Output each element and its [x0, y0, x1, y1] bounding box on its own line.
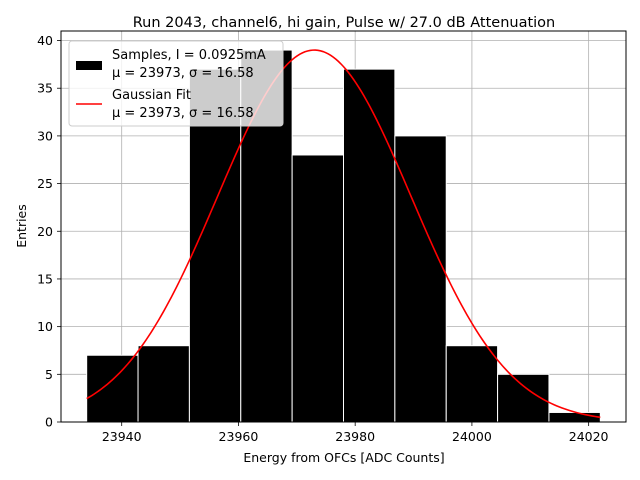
histogram-bar — [548, 411, 601, 423]
y-tick-label: 40 — [37, 33, 53, 48]
chart-title: Run 2043, channel6, hi gain, Pulse w/ 27… — [133, 15, 556, 31]
histogram-bar — [137, 345, 190, 423]
y-tick-label: 5 — [45, 367, 53, 382]
histogram-bar — [291, 154, 344, 423]
legend-samples-label: Samples, I = 0.0925mA — [112, 48, 266, 63]
x-tick-label: 23980 — [335, 429, 375, 444]
y-tick-label: 10 — [37, 319, 53, 334]
legend-box — [68, 40, 284, 127]
x-axis-label: Energy from OFCs [ADC Counts] — [243, 450, 444, 465]
y-tick-label: 20 — [37, 224, 53, 239]
legend-fit-label: Gaussian Fit — [112, 88, 191, 103]
gaussian-fit — [86, 49, 601, 419]
x-tick-label: 24020 — [569, 429, 609, 444]
plot-frame — [60, 30, 627, 423]
histogram-bar — [188, 68, 242, 423]
y-axis-label: Entries — [14, 204, 29, 248]
histogram-bar — [343, 68, 396, 423]
y-tick-label: 0 — [45, 415, 53, 430]
y-tick-label: 35 — [37, 81, 53, 96]
y-tick-label: 30 — [37, 128, 53, 143]
x-tick-label: 23960 — [219, 429, 259, 444]
histogram-bar — [86, 354, 139, 423]
x-axis-ticks: 23940 23960 23980 24000 24020 — [102, 422, 609, 444]
y-axis-ticks: 0 5 10 15 20 25 30 35 40 — [37, 33, 61, 430]
legend: Samples, I = 0.0925mA μ = 23973, σ = 16.… — [68, 40, 284, 127]
legend-fit-stats: μ = 23973, σ = 16.58 — [112, 106, 254, 121]
x-tick-label: 24000 — [452, 429, 492, 444]
legend-samples-stats: μ = 23973, σ = 16.58 — [112, 66, 254, 81]
legend-samples-swatch — [76, 61, 102, 70]
histogram-bar — [394, 135, 447, 423]
y-tick-label: 25 — [37, 176, 53, 191]
x-tick-label: 23940 — [102, 429, 142, 444]
fit-curve — [86, 49, 601, 419]
y-tick-label: 15 — [37, 271, 53, 286]
histogram-bar — [445, 345, 499, 423]
